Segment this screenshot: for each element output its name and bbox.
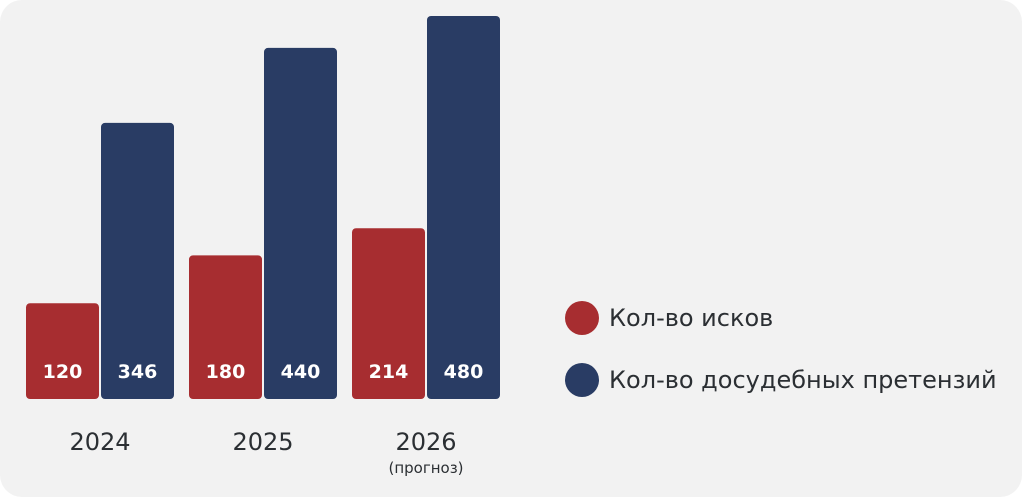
data-label-2024-series-0: 120 (43, 361, 83, 383)
data-label-2026-series-0: 214 (369, 361, 409, 383)
data-label-2025-series-0: 180 (206, 361, 246, 383)
data-label-2025-series-1: 440 (281, 361, 321, 383)
bar-2026-series-1 (427, 16, 500, 399)
legend-swatch-claims (565, 301, 599, 335)
legend-item-pretrial: Кол-во досудебных претензий (565, 363, 997, 397)
bar-2024-series-1 (101, 122, 174, 399)
x-tick-label-2025: 2025 (232, 428, 293, 456)
bar-2024-series-0 (26, 303, 99, 399)
bar-2025-series-0 (189, 255, 262, 399)
x-tick-label-2024: 2024 (69, 428, 130, 456)
legend-label-claims: Кол-во исков (609, 304, 774, 332)
data-label-2024-series-1: 346 (118, 361, 158, 383)
legend-label-pretrial: Кол-во досудебных претензий (609, 366, 997, 394)
data-label-2026-series-1: 480 (444, 361, 484, 383)
legend-swatch-pretrial (565, 363, 599, 397)
bar-2025-series-1 (264, 47, 337, 400)
x-tick-sublabel-2026: (прогноз) (388, 459, 463, 477)
bar-2026-series-0 (352, 228, 425, 399)
legend-item-claims: Кол-во исков (565, 301, 773, 335)
x-tick-label-2026: 2026 (395, 428, 456, 456)
